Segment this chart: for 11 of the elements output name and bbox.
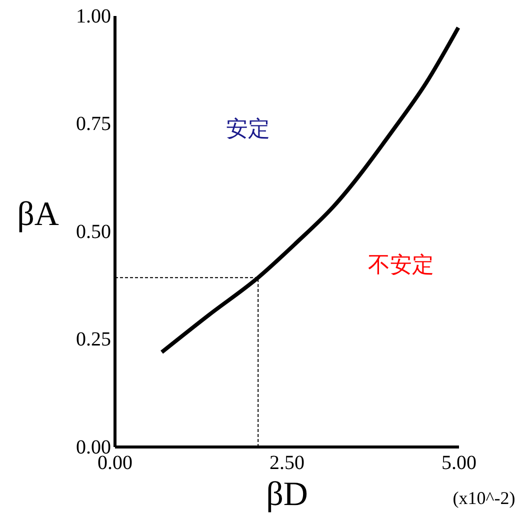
x-axis-title: βD	[266, 476, 308, 513]
y-tick-label: 1.00	[76, 5, 111, 28]
annotation: 安定	[226, 117, 270, 142]
y-tick-label: 0.75	[76, 113, 111, 136]
x-tick-label: 2.50	[270, 452, 304, 474]
y-tick-label: 0.50	[76, 220, 111, 243]
y-tick-label: 0.25	[76, 328, 111, 351]
x-tick-label: 5.00	[442, 452, 476, 474]
annotation: 不安定	[368, 253, 434, 278]
text: (x10^-2)	[452, 488, 516, 508]
y-axis-title: βA	[17, 196, 60, 233]
